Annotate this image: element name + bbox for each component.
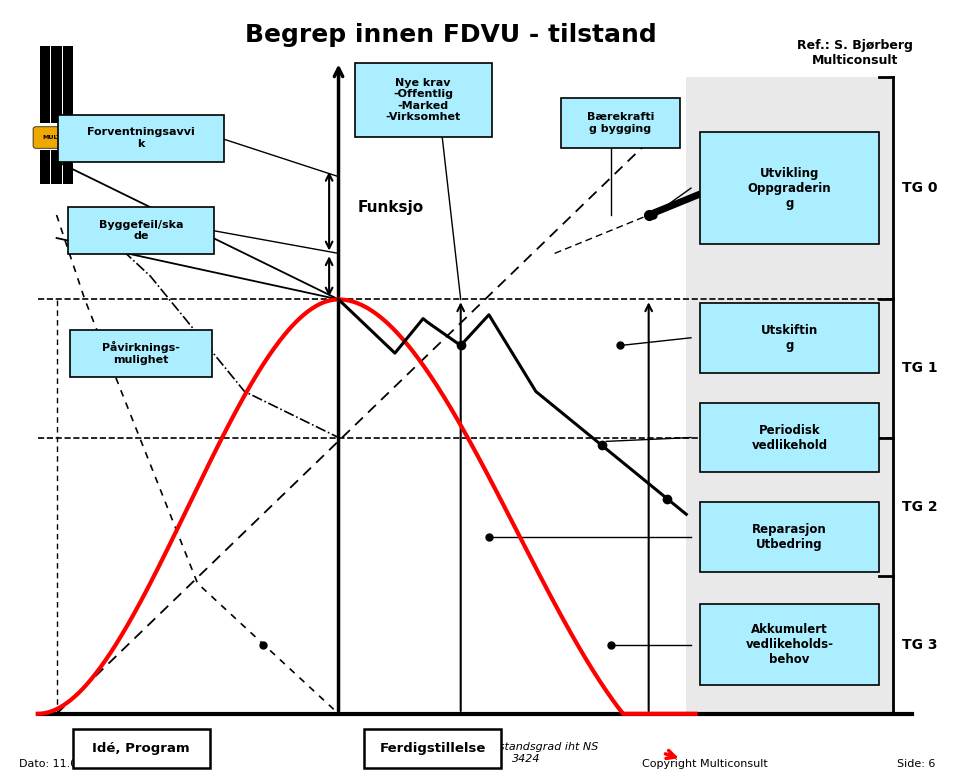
FancyBboxPatch shape [73,729,210,768]
Text: Forventningsavvi
k: Forventningsavvi k [87,128,195,149]
Text: Utvikling
Oppgraderin
g: Utvikling Oppgraderin g [748,167,831,210]
Text: Periodisk
vedlikehold: Periodisk vedlikehold [752,424,828,452]
Bar [62,46,73,123]
FancyBboxPatch shape [70,330,212,377]
Text: Ferdigstillelse: Ferdigstillelse [380,742,485,755]
Text: Utskiftin
g: Utskiftin g [761,324,818,352]
Bar [40,150,51,184]
Text: Dato: 11.02.2005: Dato: 11.02.2005 [19,759,116,769]
FancyBboxPatch shape [700,503,879,572]
FancyBboxPatch shape [58,115,223,161]
Text: Idé, Program: Idé, Program [92,742,190,755]
FancyBboxPatch shape [33,127,105,148]
FancyBboxPatch shape [700,402,879,472]
FancyBboxPatch shape [68,207,215,254]
FancyBboxPatch shape [700,132,879,244]
FancyBboxPatch shape [700,604,879,685]
Text: Nye krav
-Offentlig
-Marked
-Virksomhet: Nye krav -Offentlig -Marked -Virksomhet [386,78,460,122]
Text: TG 2: TG 2 [902,500,938,514]
Text: Reparasjon
Utbedring: Reparasjon Utbedring [752,523,827,551]
Text: Byggefeil/ska
de: Byggefeil/ska de [99,219,183,241]
Text: Side: 6: Side: 6 [897,759,935,769]
Text: TG = Tilstandsgrad iht NS
3424: TG = Tilstandsgrad iht NS 3424 [455,742,598,763]
Text: TG 3: TG 3 [902,637,938,651]
Bar [52,46,61,123]
Text: Påvirknings-
mulighet: Påvirknings- mulighet [103,341,180,365]
Text: Begrep innen FDVU - tilstand: Begrep innen FDVU - tilstand [246,23,657,47]
Bar [40,46,51,123]
Text: Funksjo: Funksjo [358,200,424,215]
Bar [62,150,73,184]
Text: Akkumulert
vedlikeholds-
behov: Akkumulert vedlikeholds- behov [746,623,833,666]
FancyBboxPatch shape [561,98,680,148]
Bar [687,77,893,714]
FancyBboxPatch shape [363,729,502,768]
Text: Copyright Multiconsult: Copyright Multiconsult [643,759,768,769]
Text: Ref.: S. Bjørberg
Multiconsult: Ref.: S. Bjørberg Multiconsult [798,38,913,67]
Bar [52,150,61,184]
FancyBboxPatch shape [700,303,879,373]
Text: Kvalitet: Kvalitet [358,100,425,115]
Text: Bærekrafti
g bygging: Bærekrafti g bygging [587,112,654,134]
FancyBboxPatch shape [355,63,492,137]
Text: TG 1: TG 1 [902,362,938,376]
Text: TG 0: TG 0 [902,181,938,195]
Text: MULTICONSULT: MULTICONSULT [42,135,95,140]
